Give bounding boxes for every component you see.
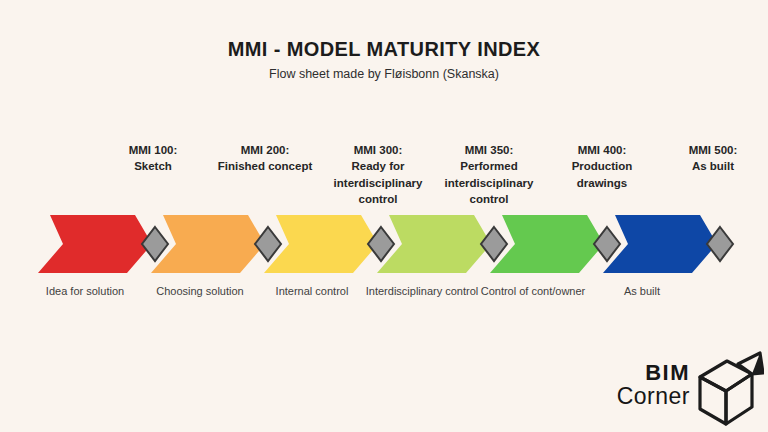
flow-chevron-band — [0, 215, 768, 273]
gate-diamond-6 — [707, 227, 733, 261]
gate-diamond-1 — [142, 227, 168, 261]
gate-diamond-5 — [594, 227, 620, 261]
milestone-label-mmi-100: MMI 100: Sketch — [98, 142, 208, 175]
logo-text-corner: Corner — [560, 383, 690, 410]
mmi-flow-sheet: MMI - MODEL MATURITY INDEX Flow sheet ma… — [0, 0, 768, 432]
gate-diamond-3 — [368, 227, 394, 261]
gate-diamond-4 — [481, 227, 507, 261]
activity-label-1: Idea for solution — [19, 285, 151, 297]
stage-arrow-1 — [38, 215, 152, 273]
milestone-label-mmi-200: MMI 200: Finished concept — [210, 142, 320, 175]
gate-diamond-2 — [255, 227, 281, 261]
activity-label-6: As built — [576, 285, 708, 297]
milestone-label-mmi-350: MMI 350: Performed interdisciplinary con… — [434, 142, 544, 207]
page-title: MMI - MODEL MATURITY INDEX — [0, 38, 768, 61]
milestone-label-mmi-300: MMI 300: Ready for interdisciplinary con… — [323, 142, 433, 207]
milestone-label-mmi-400: MMI 400: Production drawings — [547, 142, 657, 191]
open-box-icon — [694, 348, 764, 426]
milestone-label-mmi-500: MMI 500: As built — [658, 142, 768, 175]
page-subtitle: Flow sheet made by Fløisbonn (Skanska) — [0, 67, 768, 81]
